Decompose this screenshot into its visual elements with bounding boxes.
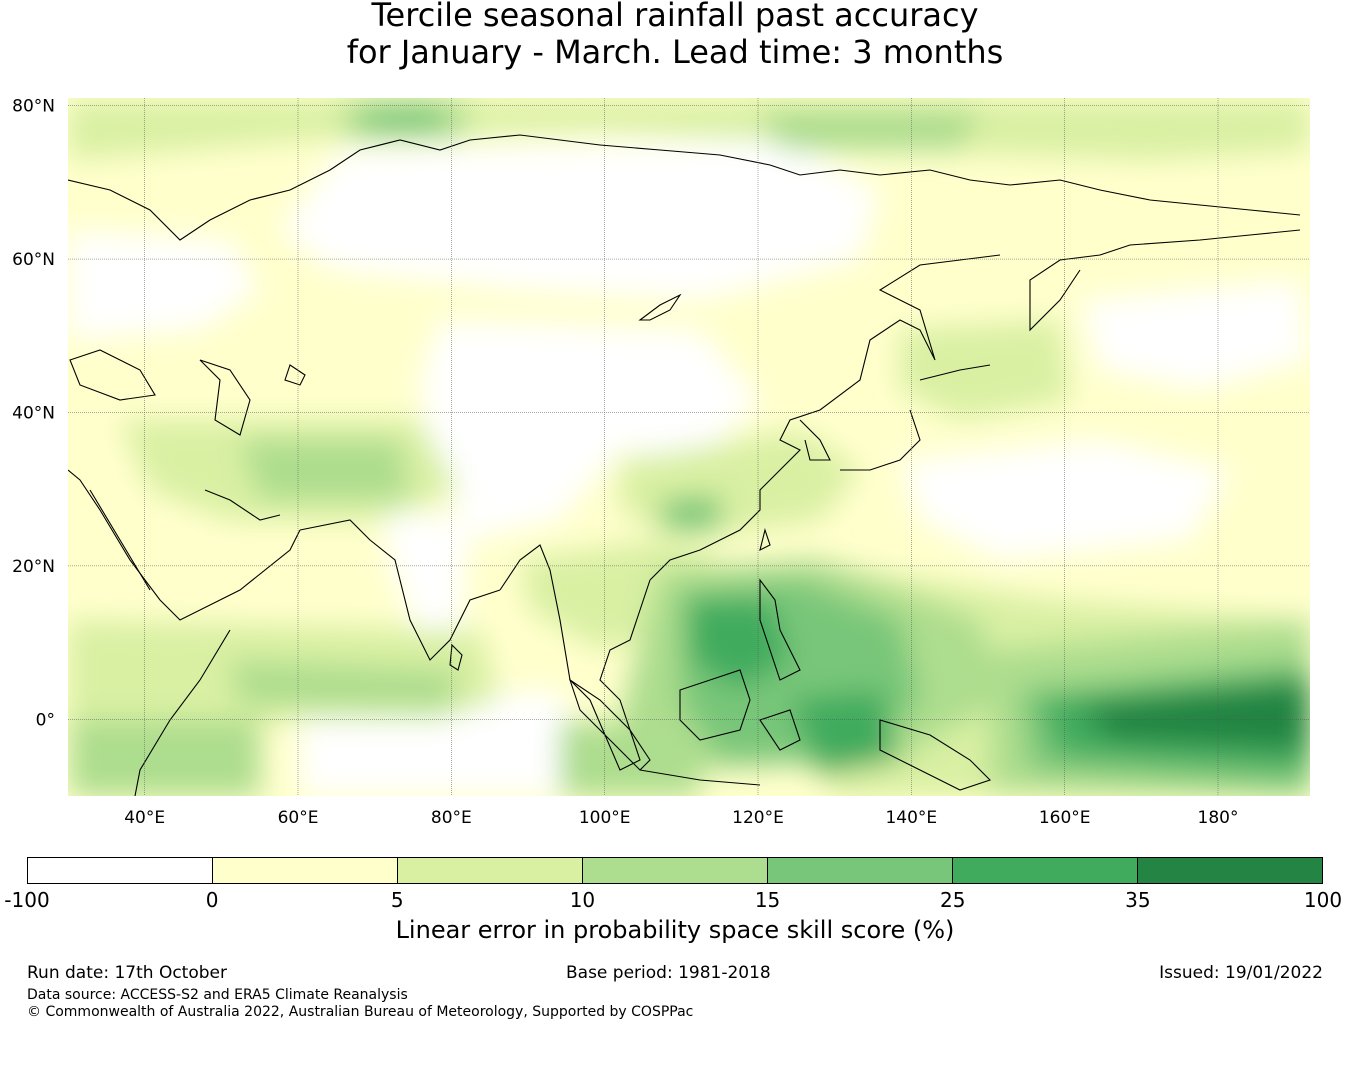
lon-tick-label: 120°E — [732, 808, 784, 828]
coastlines — [68, 134, 1301, 796]
copyright-notice: © Commonwealth of Australia 2022, Austra… — [27, 1004, 694, 1020]
base-period: Base period: 1981-2018 — [566, 963, 771, 983]
colorbar-tick-label: 15 — [754, 888, 781, 912]
skill-score-field — [68, 98, 1310, 796]
lon-tick-label: 60°E — [278, 808, 319, 828]
skill-score-map: 80°N 60°N 40°N 20°N 0° 40°E 60°E 80°E 100°E 120°… — [12, 97, 1310, 828]
latitude-tick-labels: 80°N 60°N 40°N 20°N 0° — [12, 97, 55, 731]
colorbar-tick-label: -100 — [4, 888, 50, 912]
lon-tick-label: 160°E — [1039, 808, 1091, 828]
colorbar-tick-label: 5 — [390, 888, 404, 912]
lat-tick-label: 20°N — [12, 557, 55, 577]
map-gridlines — [68, 98, 1310, 796]
colorbar-tick-label: 35 — [1125, 888, 1151, 912]
colorbar-segment — [583, 858, 768, 883]
lat-tick-label: 60°N — [12, 250, 55, 270]
colorbar-tick-label: 25 — [939, 888, 966, 912]
run-date: Run date: 17th October — [27, 963, 227, 983]
colorbar-tick-label: 100 — [1303, 888, 1343, 912]
longitude-tick-labels: 40°E 60°E 80°E 100°E 120°E 140°E 160°E 180° — [124, 808, 1238, 828]
colorbar-segment — [398, 858, 583, 883]
lat-tick-label: 80°N — [12, 97, 55, 117]
data-source: Data source: ACCESS-S2 and ERA5 Climate … — [27, 987, 408, 1003]
lon-tick-label: 80°E — [431, 808, 472, 828]
lon-tick-label: 180° — [1198, 808, 1239, 828]
colorbar-segment — [1138, 858, 1322, 883]
lat-tick-label: 0° — [36, 710, 55, 730]
colorbar-segment — [953, 858, 1138, 883]
colorbar-segment — [28, 858, 213, 883]
map-title-line-2: for January - March. Lead time: 3 months — [346, 33, 1004, 71]
lon-tick-label: 140°E — [885, 808, 937, 828]
colorbar-tick-label: 0 — [205, 888, 219, 912]
lat-tick-label: 40°N — [12, 403, 55, 423]
colorbar — [27, 857, 1323, 884]
lon-tick-label: 40°E — [124, 808, 165, 828]
colorbar-tick-label: 10 — [569, 888, 596, 912]
map-title-line-1: Tercile seasonal rainfall past accuracy — [371, 0, 979, 34]
colorbar-title: Linear error in probability space skill … — [395, 916, 955, 944]
lon-tick-label: 100°E — [579, 808, 631, 828]
colorbar-segment — [213, 858, 398, 883]
issued-date: Issued: 19/01/2022 — [1159, 963, 1323, 983]
colorbar-segment — [768, 858, 953, 883]
